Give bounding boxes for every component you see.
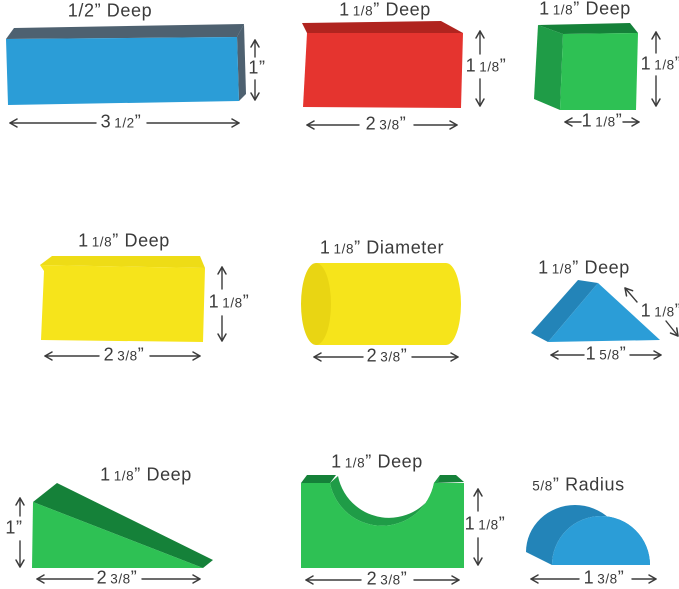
blue-plank-end-face (237, 24, 246, 101)
green-cube-side-face (534, 25, 563, 110)
blue-plank-front-face (6, 37, 239, 105)
yellow-cylinder-diameter-label: 1 1/8” Diameter (319, 237, 445, 258)
green-cube-width-label: 1 1/8” (581, 110, 623, 131)
red-block-dim-arrows (306, 30, 485, 130)
blue-plank-width-label: 3 1/2” (100, 111, 142, 132)
yellow-cylinder-shape (301, 263, 461, 345)
green-ramp-dim-arrows (15, 497, 201, 584)
yellow-block-top-face (40, 256, 205, 268)
yellow-block-dim-arrows (44, 266, 227, 361)
red-block-top-face (302, 21, 463, 33)
blue-triangle-side-face (531, 280, 598, 342)
blue-plank-depth-label: 1/2” Deep (67, 0, 153, 21)
blue-half-cylinder-shape (526, 505, 650, 565)
yellow-block-front-face (40, 265, 205, 342)
yellow-cylinder-body (316, 263, 461, 345)
blue-triangle-front-face (548, 283, 660, 342)
blue-half-cylinder-radius-label: 5/8” Radius (532, 474, 625, 495)
green-arch-top-left-edge (301, 475, 336, 483)
blue-triangle-width-label: 1 5/8” (585, 343, 627, 364)
green-ramp-shape (32, 483, 213, 568)
green-ramp-top-face (33, 483, 213, 568)
red-block-depth-label: 1 1/8” Deep (339, 0, 431, 20)
green-arch-dim-arrows (305, 488, 483, 585)
green-cube-front-face (560, 33, 638, 110)
blue-plank-dim-arrows (9, 39, 260, 128)
blue-triangle-shape (531, 280, 660, 342)
green-arch-inner-surface (330, 476, 440, 526)
yellow-cylinder-length-label: 2 3/8” (366, 345, 408, 366)
yellow-block-height-label: 1 1/8” (208, 291, 250, 312)
blue-plank-shape (6, 24, 246, 105)
green-cube-shape (534, 23, 638, 110)
green-ramp-depth-label: 1 1/8” Deep (100, 464, 192, 485)
green-arch-shape (301, 475, 464, 568)
green-cube-depth-label: 1 1/8” Deep (539, 0, 631, 19)
red-block-shape (302, 21, 463, 108)
red-block-width-label: 2 3/8” (365, 113, 407, 134)
yellow-block-width-label: 2 3/8” (103, 344, 145, 365)
yellow-cylinder-end-face (301, 263, 331, 345)
blue-half-cylinder-front-face (552, 516, 650, 565)
green-ramp-height-label: 1” (5, 517, 23, 538)
blue-triangle-depth-label: 1 1/8” Deep (538, 257, 630, 278)
green-arch-front-face (301, 483, 464, 568)
yellow-block-depth-label: 1 1/8” Deep (78, 230, 170, 251)
blue-half-cylinder-width-label: 1 3/8” (583, 567, 625, 588)
green-arch-top-right-edge (434, 475, 464, 483)
red-block-front-face (303, 33, 463, 108)
green-ramp-front-face (32, 502, 203, 568)
red-block-height-label: 1 1/8” (465, 55, 507, 76)
blue-triangle-hypotenuse-label: 11/8” (640, 300, 679, 321)
green-arch-depth-label: 1 1/8” Deep (331, 451, 423, 472)
green-cube-dim-arrows (564, 31, 661, 127)
blue-plank-height-label: 1” (248, 57, 266, 78)
blue-plank-top-face (6, 24, 244, 39)
blue-triangle-dim-arrows (550, 287, 679, 360)
yellow-block-shape (40, 256, 205, 342)
green-arch-height-label: 1 1/8” (464, 513, 506, 534)
green-cube-top-face (538, 23, 638, 34)
green-ramp-width-label: 2 3/8” (96, 567, 138, 588)
green-cube-height-label: 11/8” (640, 53, 679, 74)
green-arch-width-label: 2 3/8” (366, 568, 408, 589)
